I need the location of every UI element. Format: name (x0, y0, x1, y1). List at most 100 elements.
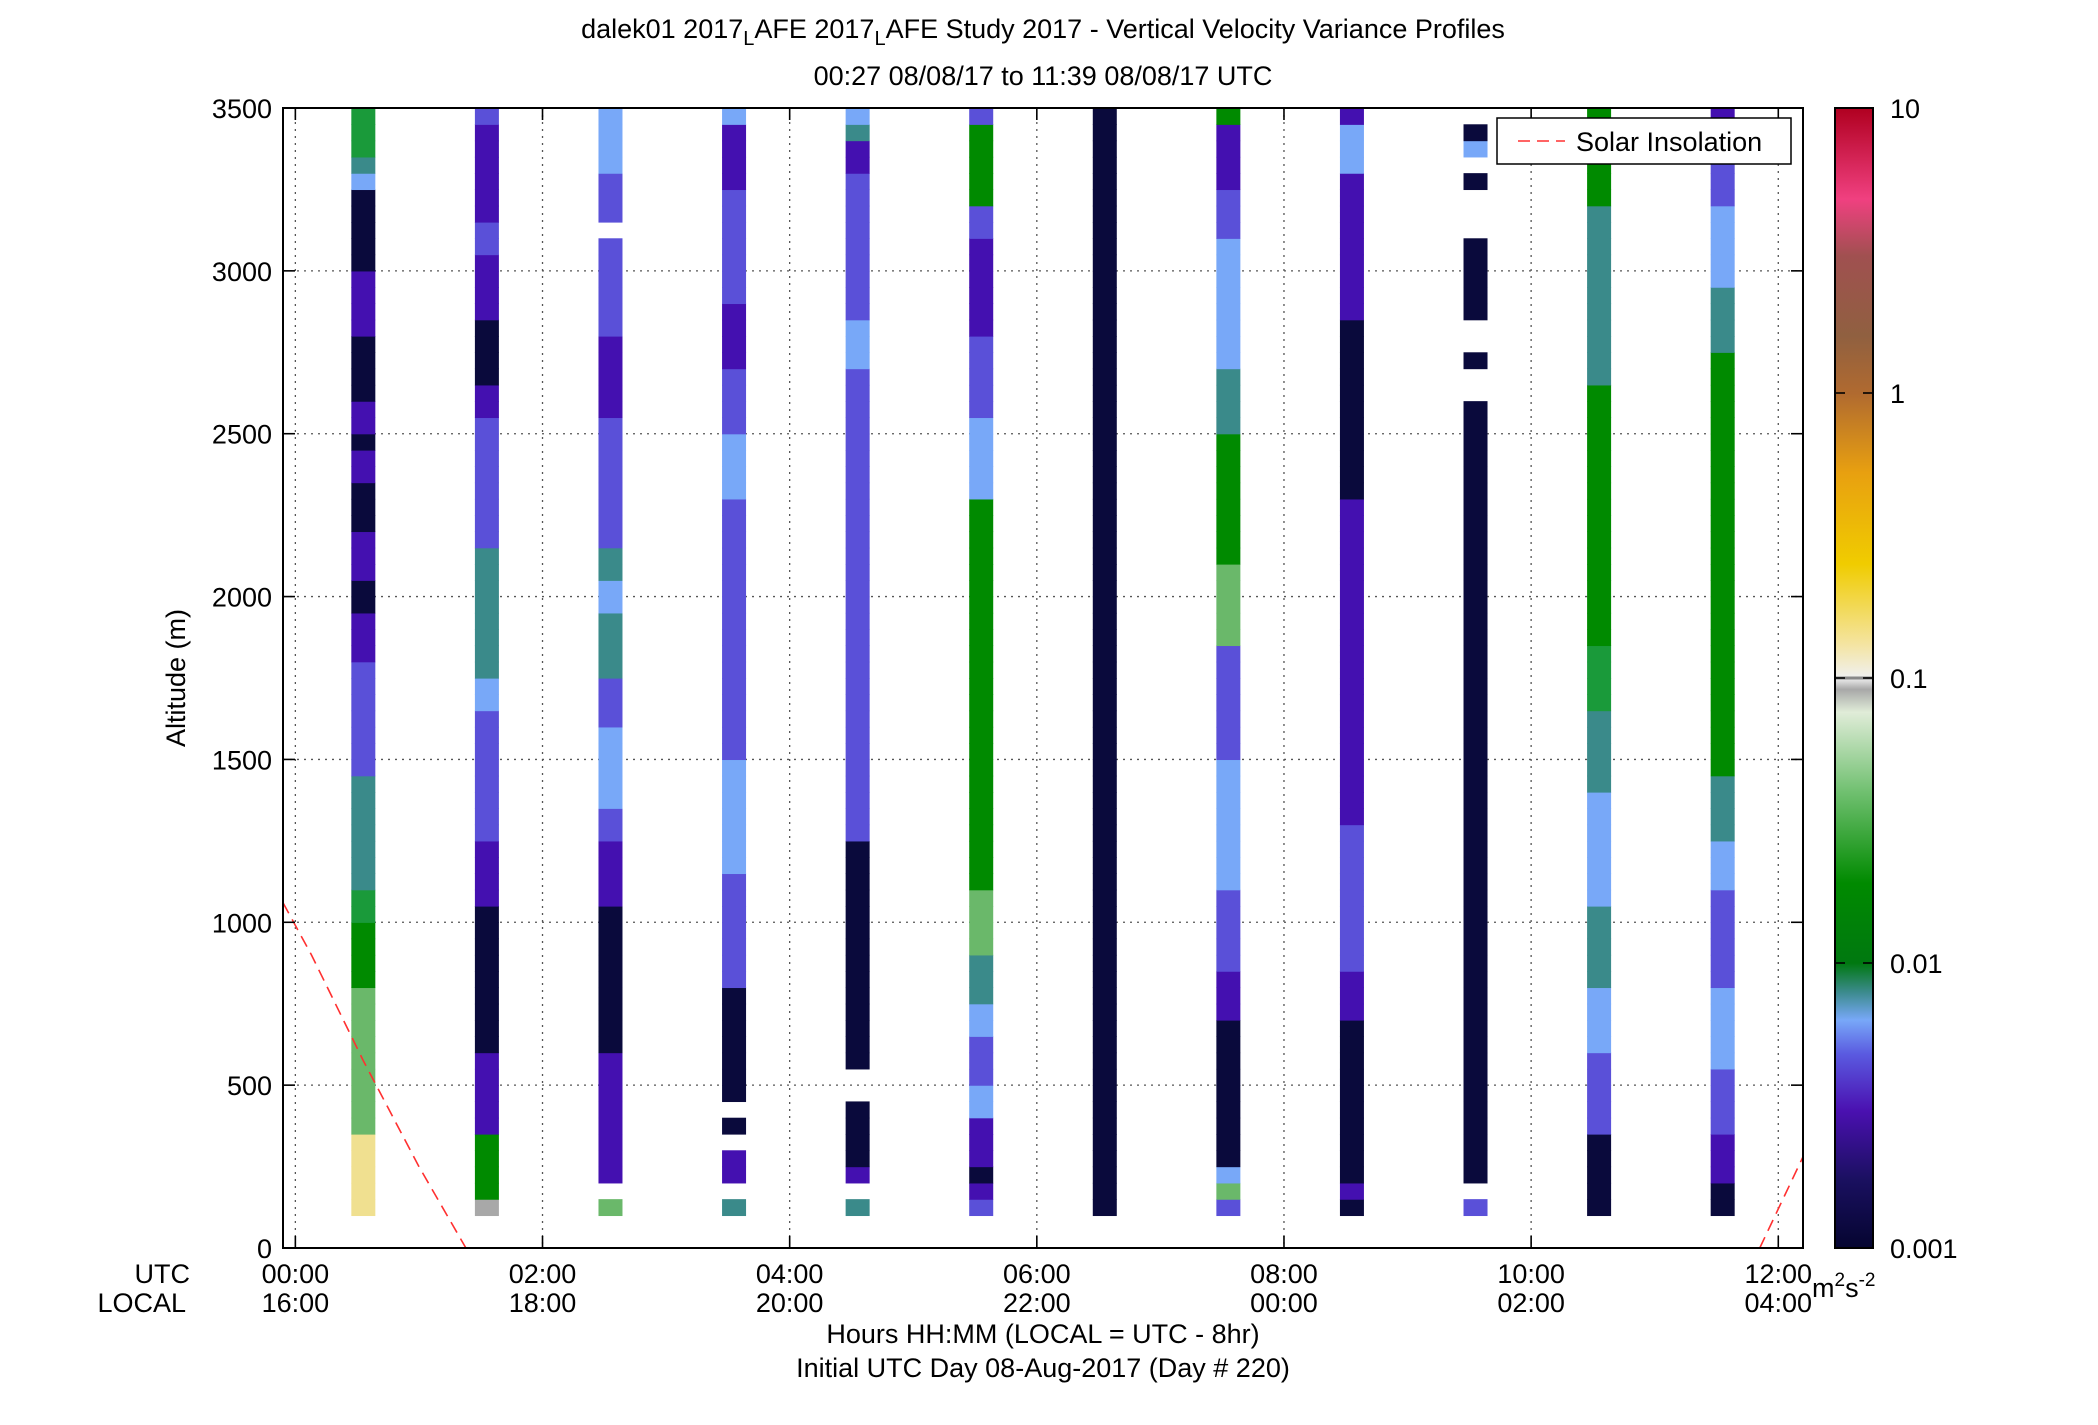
variance-cell (351, 629, 376, 647)
variance-cell (969, 971, 994, 989)
variance-cell (1216, 1068, 1241, 1086)
variance-cell (969, 352, 994, 370)
variance-cell (845, 938, 870, 956)
variance-cell (598, 1003, 623, 1021)
variance-cell (1339, 1101, 1364, 1119)
variance-cell (1339, 1003, 1364, 1021)
variance-cell (1216, 629, 1241, 647)
variance-cell (722, 857, 747, 875)
variance-cell (1339, 1199, 1364, 1217)
variance-cell (969, 254, 994, 272)
variance-cell (1587, 1199, 1612, 1217)
variance-cell (1587, 1182, 1612, 1200)
variance-cell (722, 124, 747, 142)
variance-cell (969, 678, 994, 695)
variance-cell (722, 140, 747, 158)
variance-cell (1092, 678, 1117, 695)
variance-cell (845, 417, 870, 435)
variance-cell (1092, 808, 1117, 826)
variance-cell (1216, 1085, 1241, 1103)
variance-cell (845, 612, 870, 630)
variance-cell (351, 336, 376, 353)
variance-cell (351, 678, 376, 695)
variance-cell (351, 466, 376, 484)
variance-cell (845, 792, 870, 809)
variance-cell (474, 1134, 499, 1151)
variance-cell (351, 287, 376, 305)
variance-cell (1710, 254, 1735, 272)
variance-cell (1463, 1134, 1488, 1151)
variance-cell (1092, 922, 1117, 940)
variance-cell (1587, 629, 1612, 647)
variance-cell (1092, 336, 1117, 353)
variance-cell (1587, 873, 1612, 891)
variance-cell (474, 124, 499, 142)
variance-cell (722, 1117, 747, 1135)
variance-cell (845, 531, 870, 549)
variance-cell (1339, 466, 1364, 484)
variance-cell (845, 108, 870, 125)
variance-cell (845, 1036, 870, 1054)
variance-cell (1216, 1101, 1241, 1119)
variance-cell (1710, 384, 1735, 402)
variance-cell (1463, 450, 1488, 467)
x-tick-label-local: 02:00 (1497, 1288, 1565, 1318)
variance-cell (969, 547, 994, 565)
variance-cell (969, 792, 994, 809)
variance-cell (598, 547, 623, 565)
variance-cell (1587, 580, 1612, 598)
variance-cell (1710, 515, 1735, 533)
variance-cell (1587, 1085, 1612, 1103)
variance-cell (1092, 450, 1117, 467)
variance-cell (1710, 1134, 1735, 1151)
variance-cell (598, 612, 623, 630)
variance-cell (474, 987, 499, 1005)
variance-cell (845, 450, 870, 467)
variance-cell (598, 1020, 623, 1037)
variance-cell (351, 1182, 376, 1200)
variance-cell (474, 645, 499, 663)
variance-cell (1587, 1101, 1612, 1119)
variance-cell (845, 564, 870, 581)
variance-cell (351, 384, 376, 402)
variance-cell (1092, 222, 1117, 239)
variance-cell (598, 857, 623, 875)
variance-cell (351, 954, 376, 972)
variance-cell (1092, 303, 1117, 321)
variance-cell (351, 531, 376, 549)
y-axis-ticks: 0 500 1000 1500 2000 2500 3000 3500 (212, 94, 1803, 1264)
variance-cell (722, 450, 747, 467)
variance-cell (1339, 1134, 1364, 1151)
variance-cell (1587, 1150, 1612, 1168)
variance-cell (969, 433, 994, 451)
variance-cell (351, 417, 376, 435)
variance-cell (969, 954, 994, 972)
variance-cell (969, 498, 994, 516)
variance-cell (474, 759, 499, 777)
legend-entry-solar-insolation: Solar Insolation (1576, 127, 1762, 157)
variance-cell (969, 140, 994, 158)
variance-cell (351, 140, 376, 158)
variance-cell (1339, 482, 1364, 500)
variance-cell (845, 1134, 870, 1151)
variance-cell (845, 808, 870, 826)
colorbar-tick-label: 1 (1890, 379, 1905, 409)
variance-cell (1710, 1085, 1735, 1103)
variance-cell (1710, 222, 1735, 239)
variance-cell (1092, 189, 1117, 207)
variance-cell (722, 792, 747, 809)
variance-cell (845, 987, 870, 1005)
variance-cell (722, 987, 747, 1005)
variance-cell (722, 156, 747, 174)
variance-cell (1339, 1068, 1364, 1086)
variance-cell (598, 205, 623, 223)
variance-cell (722, 287, 747, 305)
variance-cell (474, 922, 499, 940)
variance-cell (598, 433, 623, 451)
variance-cell (1092, 889, 1117, 907)
variance-cell (722, 726, 747, 744)
variance-cell (845, 971, 870, 989)
variance-cell (1092, 1150, 1117, 1168)
variance-cell (1463, 254, 1488, 272)
variance-cell (1216, 1003, 1241, 1021)
